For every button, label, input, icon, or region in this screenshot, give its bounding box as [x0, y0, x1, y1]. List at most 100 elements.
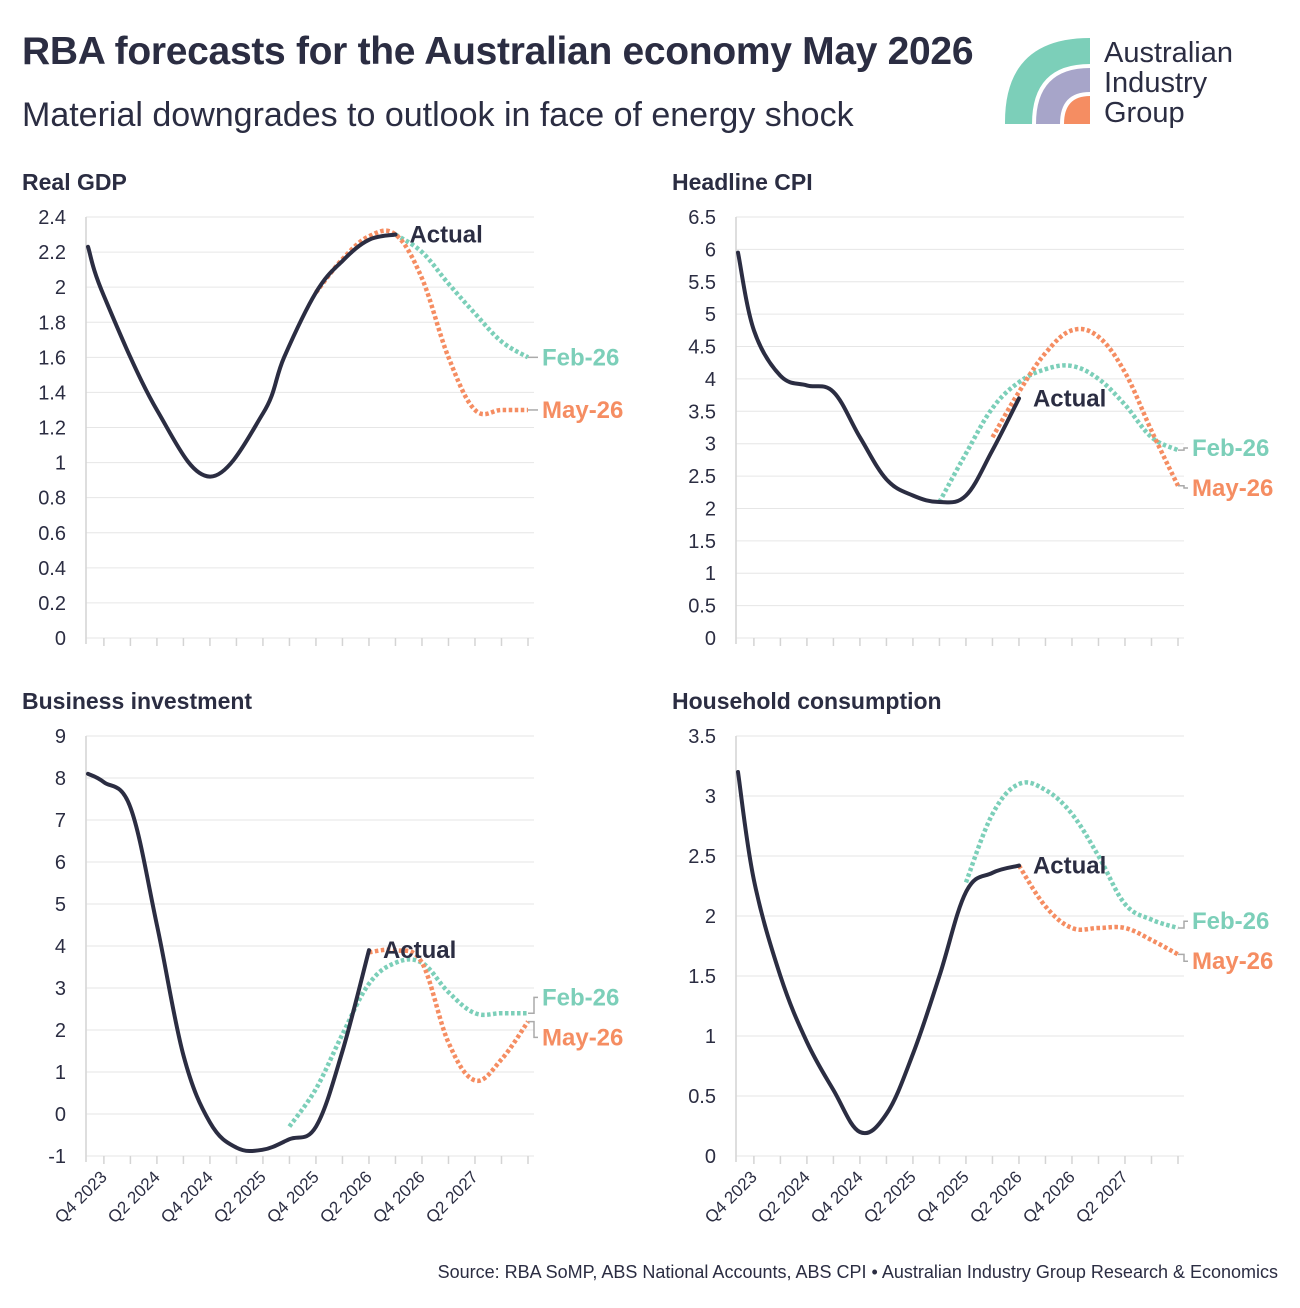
- y-tick-label: 6: [55, 852, 66, 874]
- x-tick-label: Q2 2026: [966, 1167, 1026, 1227]
- y-tick-label: 6: [705, 239, 716, 261]
- actual-annotation: Actual: [1033, 853, 1106, 880]
- x-tick-label: Q4 2024: [807, 1167, 867, 1227]
- series-label-feb-26: Feb-26: [1192, 435, 1269, 462]
- y-tick-label: 0.5: [688, 1086, 716, 1108]
- series-line-actual: [86, 771, 371, 1154]
- y-tick-label: 3: [705, 786, 716, 808]
- y-tick-label: 8: [55, 768, 66, 790]
- series-line-may-26: [314, 228, 528, 417]
- actual-annotation: Actual: [1033, 385, 1106, 412]
- x-tick-label: Q2 2025: [860, 1167, 920, 1227]
- source-note: Source: RBA SoMP, ABS National Accounts,…: [437, 1262, 1278, 1282]
- y-tick-label: 1.8: [38, 312, 66, 334]
- y-tick-label: 1.2: [38, 418, 66, 440]
- y-tick-label: 2: [55, 277, 66, 299]
- logo-wordmark: Australian Industry Group: [1104, 38, 1233, 128]
- y-tick-label: 1.5: [688, 966, 716, 988]
- logo-line-3: Group: [1104, 97, 1185, 129]
- y-tick-label: 0.5: [688, 596, 716, 618]
- y-tick-label: -1: [48, 1146, 66, 1168]
- logo-purple-arc: [1036, 68, 1090, 124]
- y-tick-label: 0.6: [38, 523, 66, 545]
- x-tick-label: Q4 2025: [913, 1167, 973, 1227]
- aig-logo-icon: [1005, 38, 1090, 124]
- y-tick-label: 3.5: [688, 401, 716, 423]
- logo-orange-arc: [1064, 96, 1090, 124]
- chart-title: Real GDP: [22, 169, 127, 195]
- y-tick-label: 0.4: [38, 558, 66, 580]
- label-connector: [1178, 920, 1188, 929]
- chart-title: Household consumption: [672, 688, 942, 714]
- y-tick-label: 1.5: [688, 531, 716, 553]
- y-tick-label: 7: [55, 810, 66, 832]
- logo-teal-arc: [1005, 38, 1090, 124]
- series-line-actual: [736, 770, 1021, 1136]
- label-connector: [1178, 447, 1188, 451]
- x-tick-label: Q2 2027: [422, 1167, 482, 1227]
- chart-household-consumption: Household consumption 0 0.5 1 1.5 2 2.5 3 3.5 Q4 …: [672, 688, 1273, 1227]
- y-tick-label: 0.8: [38, 488, 66, 510]
- chart-headline-cpi: Headline CPI 0 0.5 1 1.5 2 2.5 3 3.5 4 4.5 5 5.5 6 6.5…: [672, 169, 1273, 650]
- y-tick-label: 0: [705, 1146, 716, 1168]
- y-tick-label: 1: [55, 453, 66, 475]
- x-tick-label: Q4 2026: [369, 1167, 429, 1227]
- series-line-actual: [86, 232, 398, 479]
- logo-line-2: Industry: [1104, 67, 1208, 99]
- series-line-may-26: [990, 326, 1181, 487]
- page-subtitle: Material downgrades to outlook in face o…: [22, 96, 854, 134]
- y-tick-label: 1: [55, 1062, 66, 1084]
- x-tick-label: Q4 2023: [701, 1167, 761, 1227]
- logo-line-1: Australian: [1104, 37, 1233, 69]
- y-tick-label: 0: [55, 1104, 66, 1126]
- series-label-may-26: May-26: [542, 1024, 623, 1051]
- x-tick-label: Q4 2026: [1019, 1167, 1079, 1227]
- x-tick-label: Q2 2027: [1072, 1167, 1132, 1227]
- x-tick-label: Q2 2024: [104, 1167, 164, 1227]
- label-connector: [1178, 485, 1188, 489]
- y-tick-label: 0.2: [38, 593, 66, 615]
- series-label-feb-26: Feb-26: [542, 984, 619, 1011]
- y-tick-label: 2: [705, 906, 716, 928]
- series-label-may-26: May-26: [1192, 948, 1273, 975]
- y-tick-label: 5.5: [688, 272, 716, 294]
- y-tick-label: 2.5: [688, 466, 716, 488]
- actual-annotation: Actual: [409, 222, 482, 249]
- x-tick-label: Q4 2023: [51, 1167, 111, 1227]
- y-tick-label: 4: [705, 369, 716, 391]
- actual-annotation: Actual: [383, 937, 456, 964]
- y-tick-label: 2: [55, 1020, 66, 1042]
- y-tick-label: 3.5: [688, 726, 716, 748]
- y-tick-label: 5: [55, 894, 66, 916]
- series-line-feb-26: [287, 957, 528, 1128]
- x-tick-label: Q2 2026: [316, 1167, 376, 1227]
- series-label-may-26: May-26: [1192, 475, 1273, 502]
- x-tick-label: Q4 2024: [157, 1167, 217, 1227]
- label-connector: [1178, 953, 1188, 962]
- y-tick-label: 2.5: [688, 846, 716, 868]
- page-title: RBA forecasts for the Australian economy…: [22, 30, 974, 73]
- y-tick-label: 4.5: [688, 337, 716, 359]
- y-tick-label: 2.2: [38, 242, 66, 264]
- series-line-actual: [736, 250, 1021, 505]
- y-tick-label: 1.4: [38, 382, 66, 404]
- y-tick-label: 9: [55, 726, 66, 748]
- series-label-may-26: May-26: [542, 397, 623, 424]
- label-connector: [528, 1020, 538, 1039]
- y-tick-label: 0: [55, 628, 66, 650]
- y-tick-label: 3: [705, 434, 716, 456]
- series-line-may-26: [368, 947, 530, 1084]
- y-tick-label: 2: [705, 498, 716, 520]
- x-tick-label: Q2 2024: [754, 1167, 814, 1227]
- y-tick-label: 4: [55, 936, 66, 958]
- y-tick-label: 0: [705, 628, 716, 650]
- x-tick-label: Q2 2025: [210, 1167, 270, 1227]
- y-tick-label: 5: [705, 304, 716, 326]
- y-tick-label: 6.5: [688, 207, 716, 229]
- chart-real-gdp: Real GDP 0 0.2 0.4 0.6 0.8 1 1.2 1.4 1.6 1.8 2 2.2 2.…: [22, 169, 623, 650]
- y-tick-label: 1.6: [38, 347, 66, 369]
- y-tick-label: 3: [55, 978, 66, 1000]
- label-connector: [528, 996, 538, 1014]
